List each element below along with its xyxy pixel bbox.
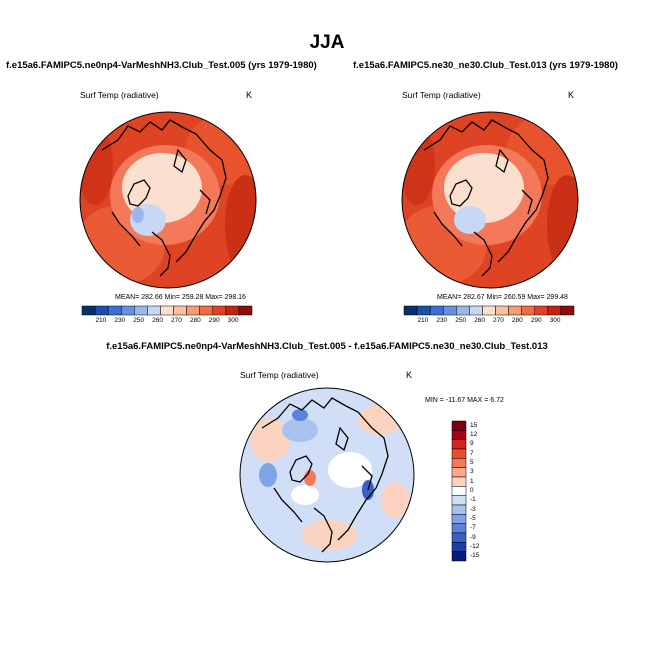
colorbar-swatch: [451, 467, 467, 478]
colorbar-tick-label: 15: [470, 421, 478, 429]
colorbar-swatch: [186, 305, 200, 316]
colorbar-swatch: [429, 305, 444, 316]
panel-1-stats: MEAN= 282.66 Min= 259.28 Max= 298.16: [115, 294, 246, 301]
colorbar-swatch: [451, 458, 467, 468]
colorbar-swatch: [160, 305, 174, 316]
colorbar-swatch: [451, 486, 467, 496]
colorbar-swatch: [451, 476, 467, 487]
panel-2-stats: MEAN= 282.67 Min= 260.59 Max= 299.48: [437, 294, 568, 301]
panel-2-title: f.e15a6.FAMIPC5.ne30_ne30.Club_Test.013 …: [353, 60, 618, 71]
colorbar-swatch: [199, 305, 214, 316]
colorbar-tick-label: -12: [470, 543, 480, 550]
panel-2-units-label: K: [568, 90, 575, 100]
colorbar-swatch: [451, 430, 467, 440]
colorbar-tick-label: -1: [470, 496, 476, 504]
colorbar-tick-label: 300: [549, 317, 561, 324]
colorbar-swatch: [173, 305, 187, 316]
map-panel-3: [239, 387, 415, 563]
colorbar-swatch: [81, 305, 96, 316]
colorbar-swatch: [451, 504, 467, 515]
colorbar-tick-label: 210: [95, 317, 107, 324]
map-panel-1: [79, 111, 257, 289]
colorbar-swatch: [134, 305, 148, 316]
colorbar-tick-label: 300: [227, 317, 239, 324]
colorbar-swatch: [94, 305, 109, 316]
page-title: JJA: [309, 32, 345, 53]
colorbar-tick-label: 270: [493, 317, 504, 324]
colorbar-tick-label: -7: [470, 524, 476, 532]
colorbar-swatch: [534, 305, 549, 316]
panel-1-title: f.e15a6.FAMIPC5.ne0np4-VarMeshNH3.Club_T…: [6, 60, 317, 71]
colorbar-swatch: [482, 305, 496, 316]
colorbar-swatch: [120, 305, 135, 316]
colorbar-swatch: [238, 305, 253, 316]
panel-1-units-label: K: [246, 90, 253, 100]
map-2-border: [401, 111, 579, 289]
map-1-border: [79, 111, 257, 289]
colorbar-swatch: [451, 523, 467, 534]
colorbar-tick-label: 3: [470, 468, 474, 476]
colorbar-tick-label: 260: [152, 317, 163, 324]
colorbar-tick-label: 210: [417, 317, 429, 324]
panel-3-title: f.e15a6.FAMIPC5.ne0np4-VarMeshNH3.Club_T…: [106, 341, 548, 352]
colorbar-tick-label: 280: [511, 317, 523, 324]
colorbar-tick-label: 280: [189, 317, 201, 324]
colorbar-tick-label: 250: [455, 317, 467, 324]
colorbar-tick-label: 230: [436, 317, 448, 324]
colorbar-swatch: [451, 514, 467, 524]
colorbar-tick-label: 290: [208, 317, 220, 324]
colorbar-swatch: [521, 305, 536, 316]
colorbar-tick-label: -9: [470, 533, 476, 541]
colorbar-tick-label: 0: [470, 487, 474, 494]
colorbar-tick-label: -5: [470, 515, 476, 522]
panel-1-variable-label: Surf Temp (radiative): [80, 90, 159, 100]
colorbar-swatch: [225, 305, 240, 316]
colorbar-2: [403, 305, 575, 316]
colorbar-swatch: [469, 305, 483, 316]
colorbar-tick-label: 5: [470, 459, 474, 466]
map-panel-2: [401, 111, 579, 289]
colorbar-tick-label: 290: [530, 317, 542, 324]
map-3-border: [239, 387, 415, 563]
colorbar-tick-label: 250: [133, 317, 145, 324]
colorbar-swatch: [560, 305, 575, 316]
colorbar-tick-label: -3: [470, 505, 476, 513]
panel-3-units-label: K: [406, 370, 413, 380]
colorbar-swatch: [451, 448, 467, 459]
panel-3-variable-label: Surf Temp (radiative): [240, 370, 319, 380]
colorbar-tick-label: 230: [114, 317, 126, 324]
colorbar-tick-label: 260: [474, 317, 485, 324]
colorbar-tick-label: 270: [171, 317, 182, 324]
colorbar-swatch: [451, 495, 467, 506]
colorbar-swatch: [442, 305, 457, 316]
colorbar-swatch: [508, 305, 522, 316]
colorbar-swatch: [451, 551, 467, 562]
colorbar-swatch: [403, 305, 418, 316]
colorbar-tick-label: 1: [470, 477, 474, 485]
colorbar-swatch: [451, 532, 467, 543]
colorbar-swatch: [547, 305, 562, 316]
colorbar-1: [81, 305, 253, 316]
colorbar-swatch: [495, 305, 509, 316]
colorbar-swatch: [147, 305, 161, 316]
colorbar-swatch: [416, 305, 431, 316]
colorbar-tick-label: 12: [470, 431, 478, 438]
colorbar-tick-label: -15: [470, 552, 480, 560]
colorbar-swatch: [456, 305, 470, 316]
colorbar-swatch: [451, 542, 467, 552]
panel-2-variable-label: Surf Temp (radiative): [402, 90, 481, 100]
colorbar-tick-label: 9: [470, 440, 474, 448]
colorbar-swatch: [107, 305, 122, 316]
panel-3-stats: MIN = -11.67 MAX = 6.72: [425, 397, 504, 404]
colorbar-tick-label: 7: [470, 449, 474, 457]
colorbar-3: [451, 420, 467, 562]
colorbar-swatch: [451, 420, 467, 431]
colorbar-swatch: [212, 305, 227, 316]
colorbar-swatch: [451, 439, 467, 450]
